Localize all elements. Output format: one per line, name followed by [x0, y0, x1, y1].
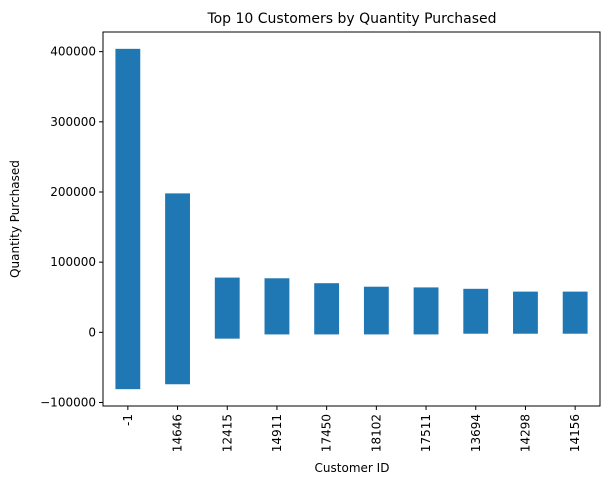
- x-axis-ticks: -1 14646 12415 14911 17450 18102 17511 13694 142…: [121, 406, 582, 452]
- y-axis-label: Quantity Purchased: [8, 160, 22, 278]
- bar: [165, 193, 190, 385]
- y-tick-label: 200000: [50, 185, 96, 199]
- bar: [363, 286, 389, 335]
- x-tick-label: 14911: [270, 414, 284, 452]
- plot-frame: [102, 31, 601, 407]
- bar: [513, 291, 538, 334]
- chart-title: Top 10 Customers by Quantity Purchased: [206, 11, 496, 27]
- bar: [314, 283, 340, 335]
- x-tick-label: -1: [121, 414, 135, 426]
- x-tick-label: 14298: [518, 414, 532, 452]
- x-axis-label: Customer ID: [315, 461, 390, 475]
- y-axis-ticks: −100000 0 100000 200000 300000 400000: [40, 45, 103, 409]
- x-tick-label: 14156: [568, 414, 582, 452]
- bar: [413, 287, 439, 335]
- y-tick-label: 300000: [50, 115, 96, 129]
- bar: [115, 48, 141, 390]
- y-tick-label: 400000: [50, 45, 96, 59]
- bar: [463, 288, 489, 334]
- x-tick-label: 17511: [419, 414, 433, 452]
- y-tick-label: −100000: [40, 395, 96, 409]
- y-tick-label: 100000: [50, 255, 96, 269]
- x-tick-label: 17450: [320, 414, 334, 452]
- x-tick-label: 14646: [171, 414, 185, 452]
- bar: [214, 277, 240, 339]
- bars-group: [115, 48, 588, 390]
- bar: [562, 291, 588, 334]
- bar: [264, 278, 290, 335]
- y-tick-label: 0: [88, 325, 96, 339]
- x-tick-label: 18102: [369, 414, 383, 452]
- x-tick-label: 12415: [220, 414, 234, 452]
- x-tick-label: 13694: [469, 414, 483, 452]
